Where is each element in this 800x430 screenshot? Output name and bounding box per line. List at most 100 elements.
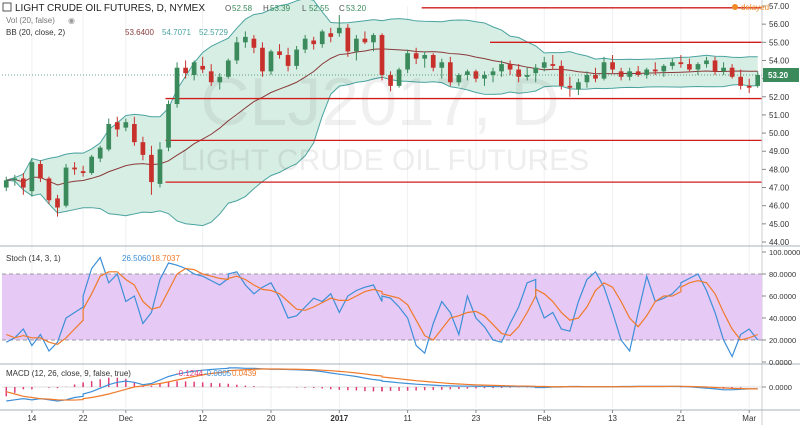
candle-body[interactable] — [687, 64, 692, 70]
candle-body[interactable] — [183, 67, 188, 74]
candle-body[interactable] — [217, 76, 223, 83]
candle-body[interactable] — [490, 71, 496, 75]
candle-body[interactable] — [712, 60, 718, 72]
candle-body[interactable] — [29, 162, 35, 192]
price-tick-label: 50.00 — [769, 129, 790, 138]
candle-body[interactable] — [618, 71, 624, 77]
candle-body[interactable] — [550, 64, 556, 66]
candle-body[interactable] — [328, 33, 334, 37]
candle-body[interactable] — [268, 51, 274, 72]
candle-body[interactable] — [695, 64, 701, 70]
collapse-icon[interactable] — [2, 2, 12, 12]
ohlc-o-value: 52.58 — [232, 4, 253, 13]
candle-body[interactable] — [234, 42, 240, 61]
candle-body[interactable] — [362, 38, 368, 43]
candle-body[interactable] — [405, 53, 410, 70]
candle-body[interactable] — [755, 74, 761, 86]
candle-body[interactable] — [225, 60, 231, 77]
candle-body[interactable] — [507, 64, 513, 70]
candle-body[interactable] — [132, 124, 137, 143]
candle-body[interactable] — [114, 122, 120, 130]
candle-body[interactable] — [473, 71, 479, 79]
candle-body[interactable] — [738, 76, 743, 86]
candle-body[interactable] — [63, 167, 69, 206]
candle-body[interactable] — [567, 85, 573, 88]
candle-body[interactable] — [277, 51, 282, 56]
candle-body[interactable] — [354, 38, 359, 52]
candle-body[interactable] — [191, 62, 197, 75]
candle-body[interactable] — [661, 65, 667, 72]
candle-body[interactable] — [558, 65, 564, 86]
candle-body[interactable] — [345, 27, 351, 52]
candle-body[interactable] — [251, 38, 257, 48]
candle-body[interactable] — [456, 74, 462, 83]
candle-body[interactable] — [379, 35, 385, 75]
candle-body[interactable] — [72, 167, 77, 170]
candle-body[interactable] — [319, 31, 325, 45]
candle-body[interactable] — [157, 149, 163, 184]
candle-body[interactable] — [311, 40, 317, 45]
candle-body[interactable] — [294, 49, 299, 66]
eye-icon[interactable]: ◉ — [68, 16, 75, 25]
candle-body[interactable] — [260, 47, 265, 72]
candle-body[interactable] — [46, 178, 52, 201]
candle-body[interactable] — [524, 74, 530, 77]
candle-body[interactable] — [652, 69, 658, 72]
candle-body[interactable] — [388, 74, 393, 86]
candle-body[interactable] — [336, 27, 342, 34]
candle-body[interactable] — [601, 62, 607, 79]
candle-body[interactable] — [38, 163, 43, 179]
candle-body[interactable] — [21, 178, 26, 188]
candle-body[interactable] — [166, 104, 171, 148]
candle-body[interactable] — [533, 67, 539, 74]
candle-body[interactable] — [635, 71, 641, 75]
candle-body[interactable] — [482, 74, 487, 79]
candle-body[interactable] — [174, 67, 180, 105]
candle-body[interactable] — [413, 53, 419, 59]
candle-body[interactable] — [302, 38, 308, 50]
symbol-title: LIGHT CRUDE OIL FUTURES, D, NYMEX — [15, 3, 205, 14]
candle-body[interactable] — [285, 55, 291, 66]
bollinger-lower-value: 52.5729 — [199, 28, 228, 37]
candle-body[interactable] — [447, 62, 453, 83]
stoch-tick-label: 0.0000 — [769, 358, 792, 367]
candle-body[interactable] — [396, 69, 402, 86]
price-tick-label: 57.00 — [769, 2, 790, 11]
candle-body[interactable] — [593, 74, 598, 79]
candle-body[interactable] — [678, 62, 684, 65]
candle-body[interactable] — [149, 154, 154, 183]
candle-body[interactable] — [704, 60, 709, 65]
candle-body[interactable] — [208, 71, 214, 83]
candle-body[interactable] — [584, 74, 590, 83]
candle-body[interactable] — [439, 62, 445, 68]
candle-body[interactable] — [3, 180, 9, 188]
candle-body[interactable] — [243, 36, 248, 43]
candle-body[interactable] — [669, 62, 675, 66]
candle-body[interactable] — [123, 122, 129, 128]
candle-body[interactable] — [516, 69, 521, 77]
candle-body[interactable] — [610, 62, 615, 70]
candle-body[interactable] — [627, 71, 632, 77]
candle-body[interactable] — [140, 142, 146, 155]
candle-body[interactable] — [422, 55, 428, 59]
candle-body[interactable] — [200, 65, 206, 70]
candle-body[interactable] — [371, 35, 376, 43]
candle-body[interactable] — [89, 156, 95, 174]
candle-body[interactable] — [729, 67, 735, 77]
candle-body[interactable] — [55, 198, 60, 208]
candle-body[interactable] — [499, 64, 504, 72]
candle-body[interactable] — [465, 71, 470, 75]
candle-body[interactable] — [644, 69, 650, 75]
ohlc-h-label: H — [263, 4, 269, 13]
candle-body[interactable] — [576, 82, 581, 90]
candle-body[interactable] — [746, 85, 752, 88]
candle-body[interactable] — [721, 67, 726, 72]
candle-body[interactable] — [106, 124, 112, 150]
candle-body[interactable] — [97, 147, 103, 159]
candle-body[interactable] — [430, 55, 436, 68]
bollinger-upper-value: 54.7071 — [162, 28, 191, 37]
candle-body[interactable] — [80, 171, 86, 174]
candle-body[interactable] — [12, 178, 18, 181]
candle-body[interactable] — [541, 62, 547, 68]
